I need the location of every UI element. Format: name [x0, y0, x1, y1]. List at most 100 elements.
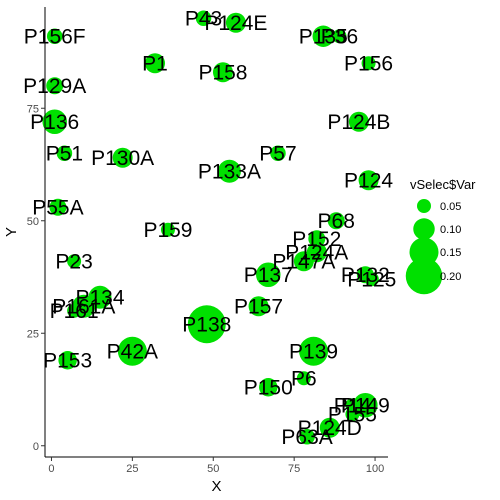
point-label: P23 — [55, 250, 92, 273]
point-label: P124E — [204, 12, 267, 35]
data-point — [212, 62, 233, 83]
data-point — [312, 25, 335, 47]
point-label: P130A — [91, 147, 154, 170]
data-point — [296, 371, 311, 386]
point-label: P156F — [24, 25, 86, 48]
data-point — [225, 12, 246, 33]
point-label: P134 — [75, 286, 124, 309]
data-point — [67, 303, 82, 318]
data-point — [259, 378, 278, 397]
data-point — [345, 407, 360, 422]
data-point — [187, 305, 226, 344]
data-point — [42, 109, 67, 134]
point-label: P63A — [281, 426, 332, 449]
x-tick-label: 0 — [48, 463, 54, 475]
point-label: P149 — [341, 394, 390, 417]
point-label: P153 — [43, 349, 92, 372]
point-label: P6 — [291, 367, 317, 390]
data-point — [49, 198, 67, 216]
point-label: P147A — [272, 250, 335, 273]
data-point — [293, 251, 314, 272]
point-label: P161A — [52, 295, 115, 318]
data-point — [308, 230, 326, 248]
data-point — [299, 429, 315, 445]
point-label: P155 — [328, 403, 377, 426]
data-point — [195, 10, 212, 26]
point-label: P51 — [46, 142, 83, 165]
data-point — [46, 28, 63, 44]
y-tick-label: 25 — [27, 328, 39, 340]
data-point — [160, 222, 175, 237]
data-point — [358, 170, 379, 191]
point-label: P139 — [289, 340, 338, 363]
point-label: P1 — [142, 52, 168, 75]
legend-title: vSelec$Var — [410, 177, 476, 192]
data-point — [361, 56, 376, 71]
point-label: P137 — [244, 264, 293, 287]
point-label: P152 — [292, 228, 341, 251]
point-label: P133A — [198, 160, 261, 183]
y-axis-title: Y — [3, 227, 20, 237]
point-label: P55A — [32, 196, 83, 219]
point-label: P138 — [182, 313, 231, 336]
legend: vSelec$Var 0.05 0.10 0.15 0.20 — [405, 177, 476, 295]
legend-key — [409, 237, 439, 267]
point-label: P14 — [334, 394, 372, 417]
data-point — [332, 29, 347, 44]
data-point — [364, 272, 379, 287]
legend-label: 0.05 — [440, 201, 461, 213]
legend-key — [417, 199, 431, 213]
point-label: P136 — [30, 111, 79, 134]
point-label: P129A — [23, 75, 86, 98]
point-label: P43 — [185, 7, 222, 30]
data-point — [56, 145, 73, 161]
legend-label: 0.20 — [440, 271, 461, 283]
data-point — [353, 393, 378, 418]
points-layer — [42, 10, 379, 445]
legend-label: 0.15 — [440, 247, 461, 259]
x-tick-label: 25 — [126, 463, 138, 475]
data-point — [217, 159, 241, 183]
y-tick-label: 50 — [27, 216, 39, 228]
point-label: P157 — [234, 295, 283, 318]
data-point — [67, 254, 82, 269]
point-label: P124 — [344, 169, 393, 192]
legend-label: 0.10 — [440, 224, 461, 236]
point-label: P124A — [285, 241, 348, 264]
data-point — [256, 262, 281, 287]
data-point — [117, 336, 147, 366]
data-point — [327, 212, 345, 230]
data-point — [248, 296, 269, 317]
data-point — [145, 53, 166, 74]
point-label: P57 — [259, 142, 296, 165]
point-label: P68 — [318, 210, 355, 233]
y-tick-label: 0 — [33, 441, 39, 453]
point-label: P161 — [50, 300, 99, 323]
legend-key — [405, 257, 443, 295]
data-point — [348, 111, 369, 132]
data-point — [112, 147, 133, 168]
data-point — [58, 351, 77, 370]
y-tick-label: 75 — [27, 103, 39, 115]
point-label: P125 — [347, 268, 396, 291]
point-label: P156 — [344, 52, 393, 75]
point-label: P135 — [299, 25, 348, 48]
data-point — [270, 145, 286, 161]
x-tick-label: 50 — [207, 463, 219, 475]
axes-layer: 0 25 50 75 100 0 25 50 75 — [27, 7, 388, 475]
point-label: P124B — [327, 111, 390, 134]
data-point — [319, 417, 340, 438]
x-tick-label: 75 — [288, 463, 300, 475]
legend-key — [413, 218, 435, 240]
point-label: P150 — [244, 376, 293, 399]
x-tick-label: 100 — [366, 463, 384, 475]
data-point — [299, 336, 329, 366]
point-label: P42A — [107, 340, 158, 363]
data-point — [46, 77, 64, 95]
point-label: P158 — [198, 61, 247, 84]
point-label: P159 — [143, 219, 192, 242]
point-label: P124D — [298, 417, 362, 440]
x-axis-title: X — [211, 478, 221, 495]
